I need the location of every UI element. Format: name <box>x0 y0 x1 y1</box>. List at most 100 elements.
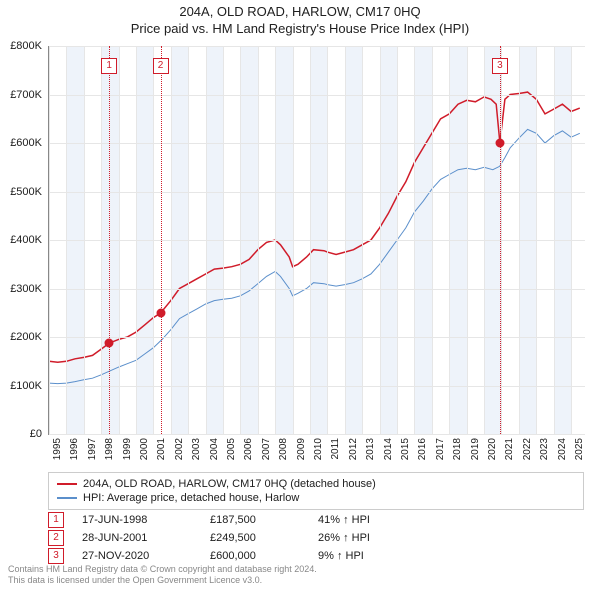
plot-area: 1 2 3 <box>48 46 585 435</box>
sale-number: 2 <box>48 530 64 546</box>
x-tick-label: 2008 <box>278 438 289 460</box>
gridline-v <box>206 46 207 434</box>
gridline-v <box>310 46 311 434</box>
gridline-v <box>327 46 328 434</box>
title-address: 204A, OLD ROAD, HARLOW, CM17 0HQ <box>0 4 600 19</box>
y-tick-label: £0 <box>30 428 42 440</box>
gridline-h <box>49 337 585 338</box>
sale-date: 27-NOV-2020 <box>82 550 192 562</box>
gridline-v <box>380 46 381 434</box>
gridline-v <box>571 46 572 434</box>
x-tick-label: 2021 <box>504 438 515 460</box>
sale-row: 2 28-JUN-2001 £249,500 26% ↑ HPI <box>48 529 584 547</box>
gridline-v <box>188 46 189 434</box>
y-axis-labels: £0£100K£200K£300K£400K£500K£600K£700K£80… <box>0 46 44 434</box>
x-tick-label: 2022 <box>522 438 533 460</box>
sale-number: 3 <box>48 548 64 564</box>
x-axis-labels: 1995199619971998199920002001200220032004… <box>48 434 584 474</box>
gridline-v <box>467 46 468 434</box>
x-tick-label: 2012 <box>348 438 359 460</box>
gridline-v <box>362 46 363 434</box>
gridline-h <box>49 386 585 387</box>
x-tick-label: 2023 <box>539 438 550 460</box>
x-tick-label: 2009 <box>296 438 307 460</box>
gridline-v <box>397 46 398 434</box>
gridline-v <box>136 46 137 434</box>
gridline-v <box>119 46 120 434</box>
sale-vline <box>161 46 162 434</box>
sale-date: 28-JUN-2001 <box>82 532 192 544</box>
title-block: 204A, OLD ROAD, HARLOW, CM17 0HQ Price p… <box>0 0 600 36</box>
gridline-v <box>536 46 537 434</box>
sale-dot <box>105 339 114 348</box>
x-tick-label: 2020 <box>487 438 498 460</box>
gridline-v <box>275 46 276 434</box>
gridline-v <box>84 46 85 434</box>
x-tick-label: 2002 <box>174 438 185 460</box>
legend-swatch-series1 <box>57 483 77 485</box>
sale-diff: 9% ↑ HPI <box>318 550 408 562</box>
sale-vline <box>109 46 110 434</box>
sale-dot <box>156 308 165 317</box>
footer-line1: Contains HM Land Registry data © Crown c… <box>8 564 592 575</box>
y-tick-label: £600K <box>10 137 42 149</box>
title-subtitle: Price paid vs. HM Land Registry's House … <box>0 21 600 36</box>
legend-row-series1: 204A, OLD ROAD, HARLOW, CM17 0HQ (detach… <box>57 477 575 491</box>
x-tick-label: 2017 <box>435 438 446 460</box>
y-tick-label: £300K <box>10 283 42 295</box>
gridline-v <box>101 46 102 434</box>
sale-marker-label: 3 <box>492 58 508 74</box>
gridline-v <box>153 46 154 434</box>
sale-price: £187,500 <box>210 514 300 526</box>
gridline-h <box>49 95 585 96</box>
sale-row: 3 27-NOV-2020 £600,000 9% ↑ HPI <box>48 547 584 565</box>
gridline-v <box>484 46 485 434</box>
gridline-h <box>49 143 585 144</box>
x-tick-label: 2025 <box>574 438 585 460</box>
x-tick-label: 2018 <box>452 438 463 460</box>
x-tick-label: 1995 <box>52 438 63 460</box>
footer-line2: This data is licensed under the Open Gov… <box>8 575 592 586</box>
sale-marker-label: 2 <box>153 58 169 74</box>
gridline-v <box>66 46 67 434</box>
x-tick-label: 1996 <box>69 438 80 460</box>
y-tick-label: £500K <box>10 186 42 198</box>
x-tick-label: 2005 <box>226 438 237 460</box>
footer-attribution: Contains HM Land Registry data © Crown c… <box>8 564 592 586</box>
sale-vline <box>500 46 501 434</box>
gridline-v <box>240 46 241 434</box>
sale-row: 117-JUN-1998£187,50041% ↑ HPI <box>48 511 584 529</box>
y-tick-label: £100K <box>10 380 42 392</box>
sale-diff: 26% ↑ HPI <box>318 532 408 544</box>
x-tick-label: 2013 <box>365 438 376 460</box>
x-tick-label: 2014 <box>383 438 394 460</box>
x-tick-label: 1999 <box>122 438 133 460</box>
sales-table: 117-JUN-1998£187,50041% ↑ HPI228-JUN-200… <box>48 511 584 565</box>
legend-label-series1: 204A, OLD ROAD, HARLOW, CM17 0HQ (detach… <box>83 478 376 490</box>
x-tick-label: 2001 <box>156 438 167 460</box>
gridline-v <box>554 46 555 434</box>
gridline-v <box>345 46 346 434</box>
legend-box: 204A, OLD ROAD, HARLOW, CM17 0HQ (detach… <box>48 472 584 510</box>
x-tick-label: 2010 <box>313 438 324 460</box>
gridline-v <box>258 46 259 434</box>
sale-price: £249,500 <box>210 532 300 544</box>
sale-number: 1 <box>48 512 64 528</box>
sale-price: £600,000 <box>210 550 300 562</box>
x-tick-label: 2004 <box>209 438 220 460</box>
sale-date: 17-JUN-1998 <box>82 514 192 526</box>
y-tick-label: £800K <box>10 40 42 52</box>
y-tick-label: £400K <box>10 234 42 246</box>
x-tick-label: 2019 <box>470 438 481 460</box>
sale-marker-label: 1 <box>101 58 117 74</box>
gridline-h <box>49 289 585 290</box>
x-tick-label: 2003 <box>191 438 202 460</box>
x-tick-label: 2024 <box>557 438 568 460</box>
gridline-v <box>293 46 294 434</box>
gridline-h <box>49 240 585 241</box>
x-tick-label: 2016 <box>417 438 428 460</box>
legend-swatch-series2 <box>57 497 77 499</box>
gridline-v <box>519 46 520 434</box>
gridline-v <box>414 46 415 434</box>
gridline-v <box>49 46 50 434</box>
